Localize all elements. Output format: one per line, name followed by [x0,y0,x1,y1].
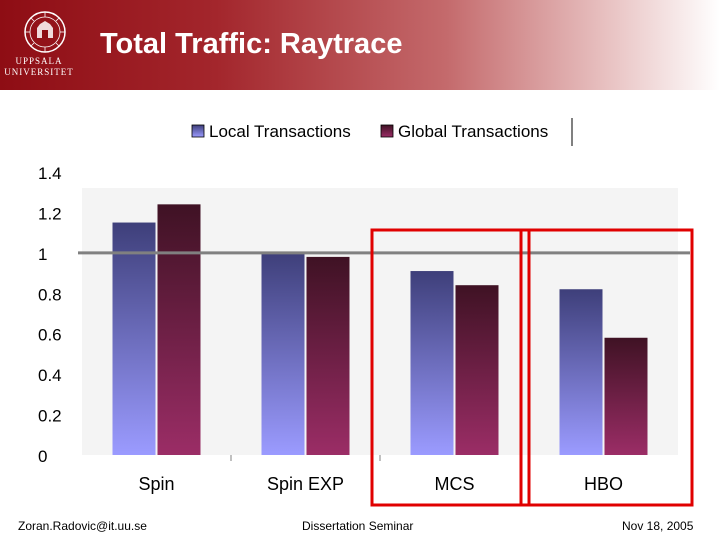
traffic-bar-chart: 0 0.2 0.4 0.6 0.8 1 1.2 1.4 Spin Spin EXP MCS HBO Lo… [38,118,694,507]
x-category-label: HBO [584,474,623,494]
legend-label: Global Transactions [398,122,548,141]
y-tick-label: 0.2 [38,407,62,426]
x-category-label: MCS [435,474,475,494]
y-tick-label: 0 [38,447,47,466]
logo-text-lower: UNIVERSITET [4,67,74,77]
bar-global-transactions [604,337,648,455]
x-category-label: Spin [138,474,174,494]
university-seal-icon [24,11,66,53]
y-tick-label: 1.2 [38,204,62,223]
y-tick-label: 0.4 [38,366,62,385]
bar-local-transactions [261,252,305,455]
y-tick-label: 1.4 [38,164,62,183]
highlight-box [519,228,694,507]
legend-swatch [380,124,394,138]
bar-global-transactions [455,285,499,455]
footer-email: Zoran.Radovic@it.uu.se [18,519,147,533]
x-category-label: Spin EXP [267,474,344,494]
bar-local-transactions [410,271,454,455]
y-tick-label: 0.6 [38,326,62,345]
legend-swatch [191,124,205,138]
slide-title: Total Traffic: Raytrace [100,28,403,60]
y-tick-label: 0.8 [38,285,62,304]
bar-global-transactions [306,256,350,455]
y-tick-label: 1 [38,245,47,264]
bar-global-transactions [157,204,201,455]
highlight-box [370,228,531,507]
bar-local-transactions [559,289,603,455]
footer-date: Nov 18, 2005 [622,519,694,533]
legend-label: Local Transactions [209,122,351,141]
header-banner: UPPSALA UNIVERSITET Total Traffic: Raytr… [0,0,720,90]
footer-event: Dissertation Seminar [302,519,414,533]
bar-local-transactions [112,222,156,455]
logo-text-upper: UPPSALA [15,56,63,66]
